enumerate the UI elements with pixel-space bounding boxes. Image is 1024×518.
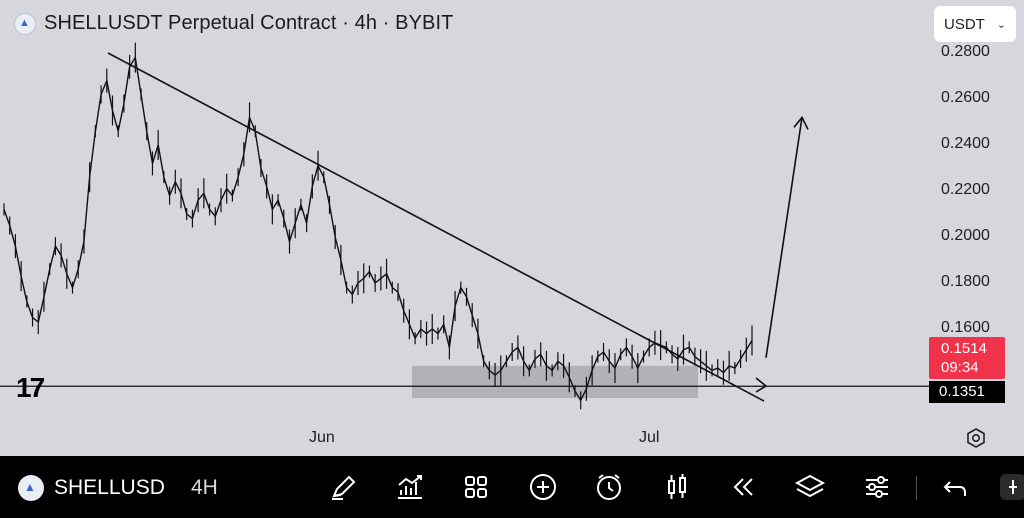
price-tick-label: 0.2000 (941, 227, 990, 244)
time-tick-jul: Jul (639, 429, 660, 446)
trendline-arrowhead (755, 377, 768, 393)
current-price: 0.1514 (941, 340, 987, 357)
replay-icon[interactable] (726, 470, 760, 504)
price-line (3, 55, 753, 402)
price-tick-label: 0.1600 (941, 319, 990, 336)
layers-icon[interactable] (793, 470, 827, 504)
candle-countdown: 09:34 (941, 359, 979, 376)
chart-area[interactable]: SHELLUSDT Perpetual Contract · 4h · BYBI… (0, 0, 1024, 456)
chevron-down-icon: ⌄ (996, 18, 1006, 31)
add-icon[interactable] (526, 470, 560, 504)
price-tick-label: 0.2600 (941, 89, 990, 106)
price-chart[interactable] (0, 0, 1024, 456)
candles-icon[interactable] (660, 470, 694, 504)
shell-avatar-icon (18, 475, 44, 501)
shell-logo-icon (14, 12, 36, 35)
alert-clock-icon[interactable] (592, 470, 626, 504)
tradingview-logo: 17 (16, 372, 45, 403)
descending-trendline (107, 52, 765, 402)
horizontal-line-price-tag: 0.1351 (929, 381, 1005, 403)
currency-value: USDT (944, 15, 985, 33)
chart-settings-icon[interactable] (965, 427, 987, 449)
currency-selector[interactable]: USDT ⌄ (934, 6, 1016, 42)
interval-button[interactable]: 4H (191, 476, 218, 499)
projection-arrowhead (793, 115, 809, 130)
time-tick-jun: Jun (309, 429, 335, 446)
undo-icon[interactable] (938, 470, 972, 504)
settings-sliders-icon[interactable] (860, 470, 894, 504)
toolbar-divider (916, 476, 917, 500)
price-tick-label: 0.2200 (941, 181, 990, 198)
chart-title: SHELLUSDT Perpetual Contract · 4h · BYBI… (44, 12, 454, 34)
consolidation-range-box (412, 365, 698, 398)
grid-layout-icon[interactable] (459, 470, 493, 504)
symbol-name: SHELLUSD (54, 476, 165, 499)
breakout-projection-arrow (765, 117, 803, 358)
more-tools-icon[interactable] (996, 470, 1024, 504)
price-tick-label: 0.2400 (941, 135, 990, 152)
draw-pen-icon[interactable] (327, 470, 361, 504)
current-price-tag: 0.1514 09:34 (929, 337, 1005, 379)
indicators-icon[interactable] (393, 470, 427, 504)
bottom-toolbar: SHELLUSD 4H (0, 456, 1024, 518)
price-tick-label: 0.2800 (941, 43, 990, 60)
chart-header: SHELLUSDT Perpetual Contract · 4h · BYBI… (14, 12, 453, 35)
price-series (3, 42, 753, 410)
symbol-button[interactable]: SHELLUSD (18, 475, 165, 501)
price-tick-label: 0.1800 (941, 273, 990, 290)
